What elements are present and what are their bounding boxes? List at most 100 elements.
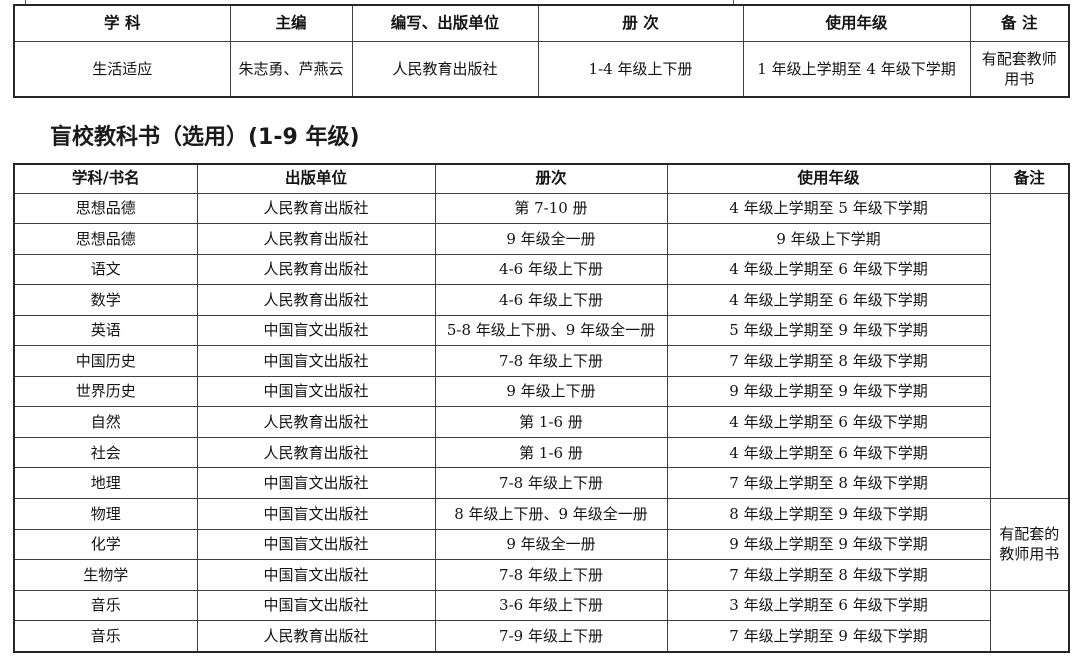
grades-cell: 4 年级上学期至 6 年级下学期 [666,436,991,469]
remark-cell: 有配套教师用书 [969,40,1070,98]
publisher-cell: 人民教育出版社 [351,40,539,98]
column-header-remarks: 备注 [989,163,1070,194]
publisher-cell: 人民教育出版社 [196,436,436,469]
grades-cell: 3 年级上学期至 6 年级下学期 [666,589,991,622]
column-header-subject-bookname: 学科/书名 [13,163,198,194]
grades-cell: 7 年级上学期至 9 年级下学期 [666,620,991,653]
subject-cell: 音乐 [13,589,198,622]
column-header-volume: 册次 [434,163,668,194]
volume-cell: 9 年级全一册 [434,223,668,255]
table-row: 音乐 人民教育出版社 7-9 年级上下册 7 年级上学期至 9 年级下学期 [13,620,1069,653]
remark-cell [989,192,1070,499]
grades-cell: 8 年级上学期至 9 年级下学期 [666,497,991,530]
volume-cell: 9 年级全一册 [434,528,668,561]
column-header-publisher: 出版单位 [196,163,436,194]
publisher-cell: 人民教育出版社 [196,406,436,438]
subject-cell: 英语 [13,314,198,347]
grades-cell: 7 年级上学期至 8 年级下学期 [666,467,991,499]
grades-cell: 7 年级上学期至 8 年级下学期 [666,559,991,591]
subject-cell: 中国历史 [13,345,198,377]
volume-cell: 第 7-10 册 [434,192,668,225]
subject-cell: 生物学 [13,559,198,591]
publisher-cell: 中国盲文出版社 [196,497,436,530]
publisher-cell: 中国盲文出版社 [196,314,436,347]
subject-cell: 生活适应 [13,40,231,98]
table-row: 生物学 中国盲文出版社 7-8 年级上下册 7 年级上学期至 8 年级下学期 [13,559,1069,591]
grades-cell: 9 年级上学期至 9 年级下学期 [666,375,991,408]
subject-cell: 社会 [13,436,198,469]
subject-cell: 世界历史 [13,375,198,408]
volume-cell: 4-6 年级上下册 [434,284,668,316]
subject-cell: 地理 [13,467,198,499]
column-header-volume: 册 次 [537,4,744,42]
volume-cell: 3-6 年级上下册 [434,589,668,622]
subject-cell: 物理 [13,497,198,530]
subject-cell: 自然 [13,406,198,438]
column-header-chief-editor: 主编 [229,4,353,42]
publisher-cell: 中国盲文出版社 [196,559,436,591]
publisher-cell: 中国盲文出版社 [196,528,436,561]
section-title: 盲校教科书（选用）(1-9 年级) [50,125,360,150]
table-row: 数学 人民教育出版社 4-6 年级上下册 4 年级上学期至 6 年级下学期 [13,284,1069,316]
volume-cell: 7-8 年级上下册 [434,559,668,591]
table-row: 生活适应 朱志勇、芦燕云 人民教育出版社 1-4 年级上下册 1 年级上学期至 … [13,40,1070,98]
table-header-row: 学 科 主编 编写、出版单位 册 次 使用年级 备 注 [13,4,1070,42]
column-header-remarks: 备 注 [969,4,1070,42]
subject-cell: 化学 [13,528,198,561]
remark-cell: 有配套的教师用书 [989,497,1070,591]
volume-cell: 1-4 年级上下册 [537,40,744,98]
remark-cell [989,589,1070,653]
table-header-row: 学科/书名 出版单位 册次 使用年级 备注 [13,163,1070,194]
subject-cell: 音乐 [13,620,198,653]
grades-cell: 7 年级上学期至 8 年级下学期 [666,345,991,377]
volume-cell: 9 年级上下册 [434,375,668,408]
publisher-cell: 人民教育出版社 [196,620,436,653]
volume-cell: 第 1-6 册 [434,436,668,469]
table-row: 物理 中国盲文出版社 8 年级上下册、9 年级全一册 8 年级上学期至 9 年级下学期… [13,497,1070,591]
column-header-publisher: 编写、出版单位 [351,4,539,42]
subject-cell: 数学 [13,284,198,316]
subject-cell: 思想品德 [13,223,198,255]
volume-cell: 7-8 年级上下册 [434,345,668,377]
table-row: 语文 人民教育出版社 4-6 年级上下册 4 年级上学期至 6 年级下学期 [13,253,1069,286]
subject-cell: 语文 [13,253,198,286]
publisher-cell: 中国盲文出版社 [196,345,436,377]
column-header-grades: 使用年级 [742,4,971,42]
table-row: 音乐 中国盲文出版社 3-6 年级上下册 3 年级上学期至 6 年级下学期 [13,589,1070,653]
textbook-table-blind-school-optional: 学科/书名 出版单位 册次 使用年级 备注 思想品德 人民教育出版社第 7-10 … [13,163,1070,653]
volume-cell: 8 年级上下册、9 年级全一册 [434,497,668,530]
subject-cell: 思想品德 [13,192,198,225]
grades-cell: 5 年级上学期至 9 年级下学期 [666,314,991,347]
publisher-cell: 人民教育出版社 [196,284,436,316]
volume-cell: 5-8 年级上下册、9 年级全一册 [434,314,668,347]
publisher-cell: 人民教育出版社 [196,223,436,255]
table-row: 地理 中国盲文出版社 7-8 年级上下册 7 年级上学期至 8 年级下学期 [13,467,1069,499]
column-header-grades: 使用年级 [666,163,991,194]
table-row: 思想品德 人民教育出版社 9 年级全一册 9 年级上下学期 [13,223,1069,255]
volume-cell: 第 1-6 册 [434,406,668,438]
publisher-cell: 中国盲文出版社 [196,589,436,622]
table-row: 英语 中国盲文出版社 5-8 年级上下册、9 年级全一册 5 年级上学期至 9 年级下… [13,314,1069,347]
table-row: 化学 中国盲文出版社 9 年级全一册 9 年级上学期至 9 年级下学期 [13,528,1069,561]
grades-cell: 4 年级上学期至 5 年级下学期 [666,192,991,225]
grades-cell: 9 年级上学期至 9 年级下学期 [666,528,991,561]
grades-cell: 9 年级上下学期 [666,223,991,255]
publisher-cell: 人民教育出版社 [196,253,436,286]
grades-cell: 4 年级上学期至 6 年级下学期 [666,406,991,438]
chief-editor-cell: 朱志勇、芦燕云 [229,40,353,98]
column-header-subject: 学 科 [13,4,231,42]
publisher-cell: 中国盲文出版社 [196,375,436,408]
grades-cell: 4 年级上学期至 6 年级下学期 [666,284,991,316]
textbook-table-life-adaptation: 学 科 主编 编写、出版单位 册 次 使用年级 备 注 生活适应 朱志勇、芦燕云… [13,4,1070,98]
table-row: 世界历史 中国盲文出版社 9 年级上下册 9 年级上学期至 9 年级下学期 [13,375,1069,408]
table-row: 中国历史 中国盲文出版社 7-8 年级上下册 7 年级上学期至 8 年级下学期 [13,345,1069,377]
cropped-table-line-fragment [25,0,26,4]
publisher-cell: 人民教育出版社 [196,192,436,225]
volume-cell: 4-6 年级上下册 [434,253,668,286]
cropped-table-line-fragment [733,0,734,4]
volume-cell: 7-8 年级上下册 [434,467,668,499]
grades-cell: 4 年级上学期至 6 年级下学期 [666,253,991,286]
